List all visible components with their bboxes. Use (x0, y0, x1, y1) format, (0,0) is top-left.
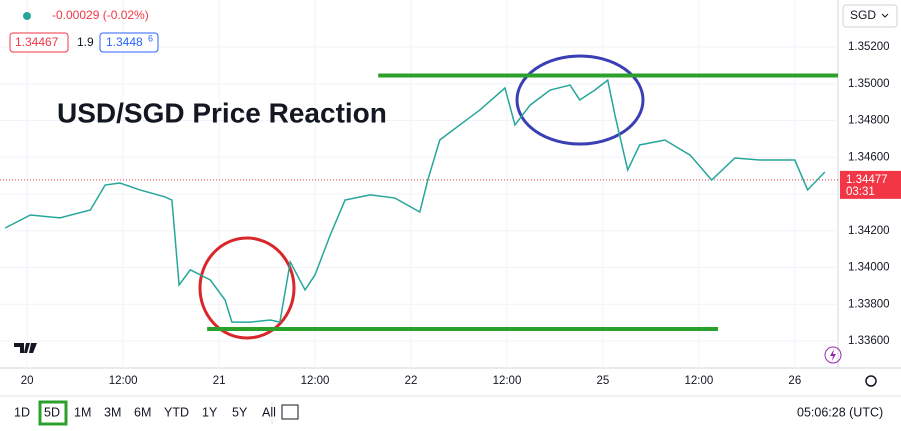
spread: 1.9 (77, 35, 94, 49)
x-tick-label: 12:00 (684, 375, 713, 387)
lightning (830, 349, 836, 361)
date-range-icon[interactable] (281, 404, 299, 420)
clock: 05:06:28 (UTC) (797, 405, 883, 419)
y-tick-label: 1.34200 (848, 225, 890, 237)
range-button[interactable]: 5Y (232, 405, 248, 419)
ask-pip: 6 (148, 33, 153, 43)
x-tick-label: 12:00 (301, 375, 330, 387)
highlight-circle (198, 236, 296, 340)
range-button[interactable]: 1M (74, 405, 91, 419)
lightning-icon[interactable] (824, 346, 842, 364)
range-selected[interactable] (38, 400, 68, 426)
range-button[interactable]: 5D (44, 405, 60, 419)
x-tick-label: 22 (405, 375, 418, 387)
y-tick-label: 1.34000 (848, 262, 890, 274)
y-tick-label: 1.33800 (848, 298, 890, 310)
range-button[interactable]: 1D (14, 405, 30, 419)
x-tick-label: 25 (597, 375, 610, 387)
range-button[interactable]: 3M (104, 405, 121, 419)
bid-box[interactable] (9, 32, 69, 53)
currency: SGD (850, 8, 876, 22)
range-button[interactable]: 1Y (202, 405, 218, 419)
chevron (881, 13, 889, 18)
x-tick-label: 26 (788, 375, 801, 387)
change: -0.00029 (-0.02%) (52, 8, 149, 22)
y-tick-label: 1.35200 (848, 41, 890, 53)
last-price-tag (840, 170, 901, 199)
currency-select[interactable] (842, 4, 898, 28)
settings-icon[interactable] (865, 375, 877, 387)
x-tick-label: 20 (21, 375, 34, 387)
range-button[interactable]: 6M (134, 405, 151, 419)
bid: 1.34467 (15, 35, 59, 49)
y-tick-label: 1.33600 (848, 335, 890, 347)
x-tick-label: 12:00 (109, 375, 138, 387)
y-tick-label: 1.34600 (848, 151, 890, 163)
range-button[interactable]: YTD (164, 405, 189, 419)
range-button[interactable]: All (262, 405, 276, 419)
last-price-label: 1.34477 (846, 174, 888, 186)
ask: 1.3448 (106, 35, 143, 49)
highlight-circle (515, 54, 645, 146)
plot (0, 0, 838, 368)
x-tick-label: 21 (213, 375, 226, 387)
chart-title: USD/SGD Price Reaction (57, 97, 387, 128)
price-line (4, 78, 826, 323)
y-tick-label: 1.34800 (848, 115, 890, 127)
y-tick-label: 1.35000 (848, 78, 890, 90)
status-dot (23, 12, 31, 20)
countdown: 03:31 (846, 186, 875, 198)
ask-box[interactable] (99, 32, 159, 53)
x-tick-label: 12:00 (493, 375, 522, 387)
logo (14, 343, 37, 353)
